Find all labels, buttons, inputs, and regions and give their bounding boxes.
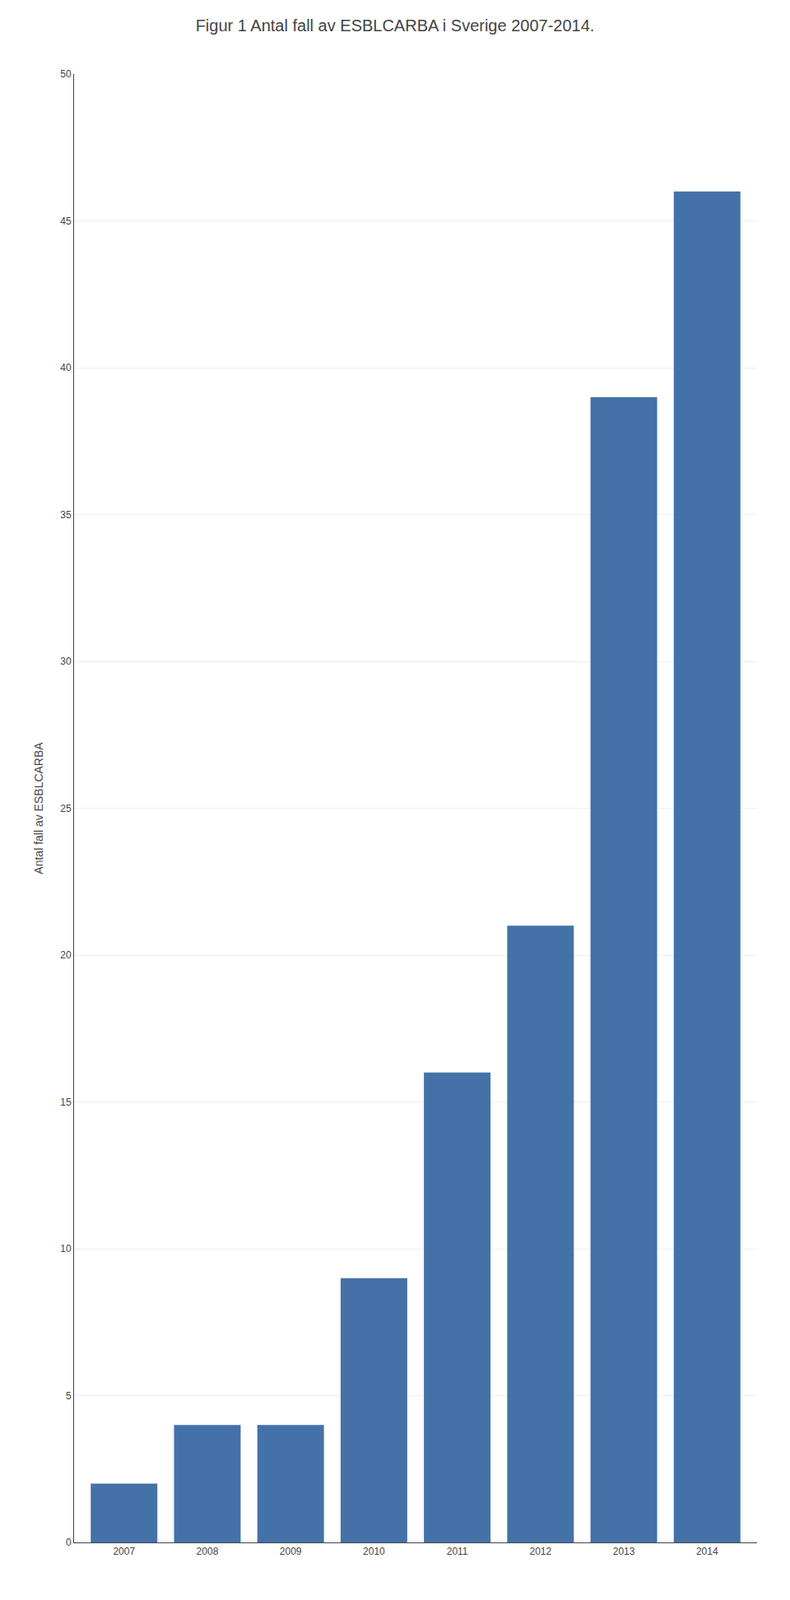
svg-text:Antal fall av ESBLCARBA: Antal fall av ESBLCARBA xyxy=(32,742,46,875)
svg-text:2009: 2009 xyxy=(279,1546,303,1558)
svg-text:2011: 2011 xyxy=(446,1546,469,1558)
svg-text:2010: 2010 xyxy=(362,1546,386,1558)
svg-text:30: 30 xyxy=(60,655,72,668)
svg-text:20: 20 xyxy=(60,949,72,962)
svg-text:5: 5 xyxy=(65,1390,72,1403)
svg-text:2012: 2012 xyxy=(529,1546,552,1558)
svg-text:10: 10 xyxy=(60,1243,72,1255)
svg-text:45: 45 xyxy=(60,215,72,228)
svg-text:2014: 2014 xyxy=(696,1546,719,1558)
svg-text:2013: 2013 xyxy=(613,1546,636,1558)
svg-text:50: 50 xyxy=(60,68,72,80)
svg-text:15: 15 xyxy=(60,1096,72,1109)
svg-text:35: 35 xyxy=(60,509,72,521)
svg-text:0: 0 xyxy=(65,1537,72,1549)
svg-text:40: 40 xyxy=(60,362,72,374)
svg-text:Figur 1 Antal fall av ESBLCARB: Figur 1 Antal fall av ESBLCARBA i Sverig… xyxy=(195,16,595,35)
svg-text:2007: 2007 xyxy=(112,1546,135,1558)
svg-text:2008: 2008 xyxy=(196,1546,219,1558)
svg-text:25: 25 xyxy=(60,803,72,815)
